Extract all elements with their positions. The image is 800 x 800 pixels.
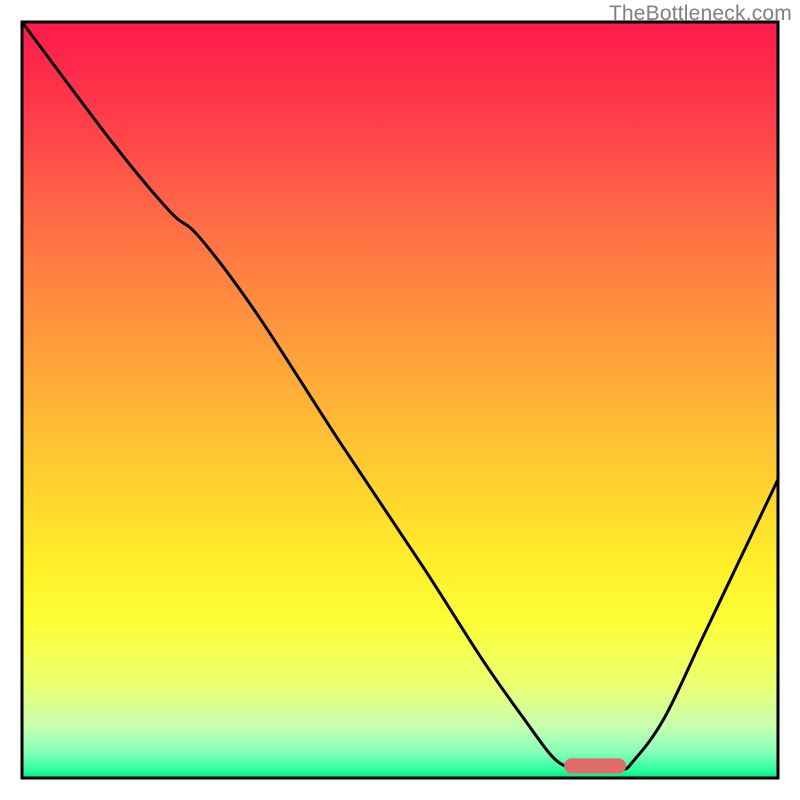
- plot-area: [22, 22, 778, 778]
- optimal-marker-pill: [564, 758, 626, 773]
- gradient-background: [22, 22, 778, 778]
- watermark-text: TheBottleneck.com: [609, 2, 792, 26]
- chart-svg: [0, 0, 800, 800]
- bottleneck-chart: TheBottleneck.com: [0, 0, 800, 800]
